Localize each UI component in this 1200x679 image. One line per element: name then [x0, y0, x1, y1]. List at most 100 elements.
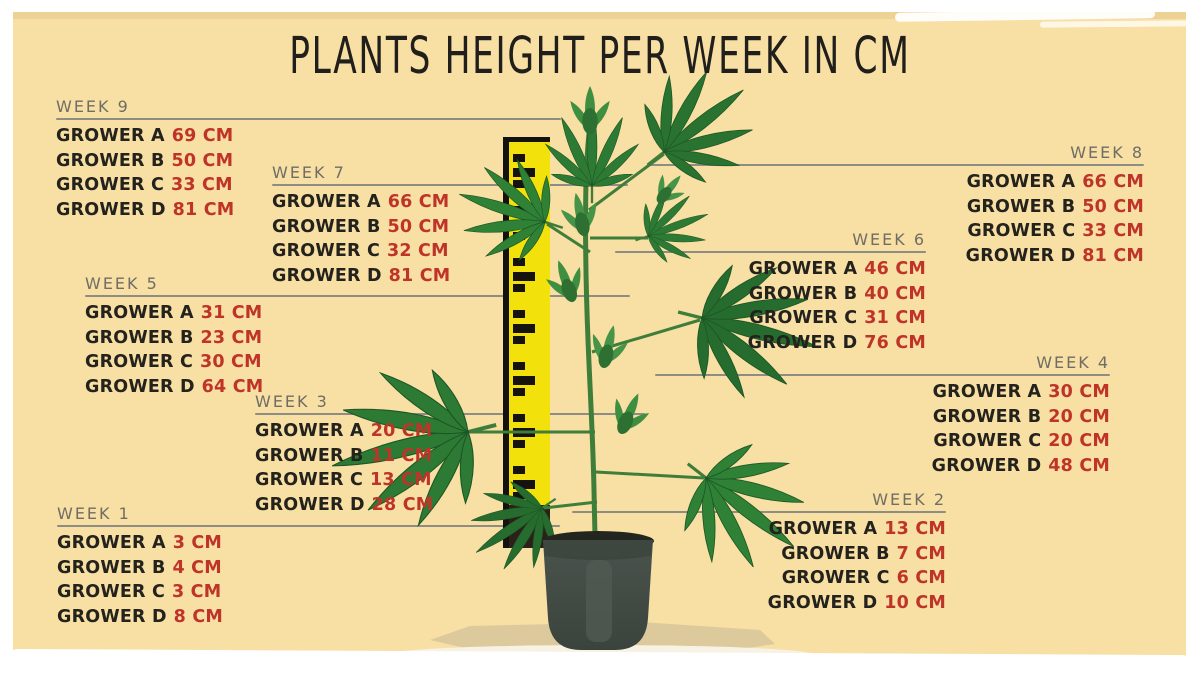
grower-name: GROWER B: [56, 150, 165, 171]
height-value: 20 CM: [370, 421, 433, 441]
grower-row: GROWER D 28 CM: [255, 493, 433, 518]
grower-name: GROWER B: [748, 283, 858, 304]
grower-row: GROWER B 50 CM: [56, 149, 234, 174]
height-value: 13 CM: [369, 470, 432, 490]
grower-row: GROWER C 32 CM: [272, 239, 450, 264]
grower-name: GROWER A: [255, 421, 364, 441]
grower-row: GROWER C 30 CM: [85, 350, 263, 375]
grower-row: GROWER A 66 CM: [272, 190, 450, 215]
grower-name: GROWER C: [933, 431, 1042, 451]
grower-row: GROWER B 23 CM: [85, 326, 263, 351]
height-value: 48 CM: [1048, 455, 1110, 476]
week-label: WEEK 4: [1036, 353, 1110, 372]
grower-name: GROWER B: [85, 327, 194, 348]
grower-row: GROWER A 30 CM: [932, 380, 1110, 405]
height-value: 11 CM: [370, 445, 433, 466]
grower-name: GROWER C: [967, 221, 1076, 241]
grower-name: GROWER B: [781, 543, 890, 564]
grower-row: GROWER B 7 CM: [768, 542, 946, 567]
height-value: 66 CM: [1082, 172, 1144, 192]
week-1-callout: WEEK 1 GROWER A 3 CM GROWER B 4 CM GROWER …: [57, 504, 223, 629]
height-value: 46 CM: [864, 259, 926, 279]
grower-row: GROWER A 46 CM: [748, 257, 926, 282]
height-value: 32 CM: [386, 241, 449, 261]
week-1-leader-line: [57, 525, 560, 527]
height-value: 30 CM: [199, 352, 262, 372]
height-value: 31 CM: [200, 303, 263, 323]
grower-row: GROWER A 3 CM: [57, 531, 223, 556]
grower-row: GROWER B 4 CM: [57, 556, 223, 581]
week-8-callout: WEEK 8 GROWER A 66 CM GROWER B 50 CM GROWE…: [966, 143, 1144, 268]
grower-name: GROWER D: [767, 592, 878, 613]
grower-name: GROWER A: [966, 172, 1076, 192]
grower-row: GROWER B 50 CM: [272, 215, 450, 240]
grower-name: GROWER D: [57, 606, 167, 627]
height-value: 30 CM: [1048, 382, 1110, 402]
week-label: WEEK 7: [272, 163, 346, 182]
grower-row: GROWER A 69 CM: [56, 124, 234, 149]
height-value: 76 CM: [864, 332, 926, 353]
week-2-callout: WEEK 2 GROWER A 13 CM GROWER B 7 CM GROWER…: [768, 490, 946, 615]
grower-name: GROWER C: [56, 175, 164, 195]
height-value: 23 CM: [200, 327, 263, 348]
height-value: 20 CM: [1048, 431, 1110, 451]
height-value: 69 CM: [171, 126, 234, 146]
grower-row: GROWER C 33 CM: [56, 173, 234, 198]
grower-name: GROWER A: [57, 533, 166, 553]
grower-row: GROWER A 13 CM: [768, 517, 946, 542]
grower-name: GROWER B: [966, 196, 1076, 217]
grower-name: GROWER A: [768, 519, 878, 539]
week-4-callout: WEEK 4 GROWER A 30 CM GROWER B 20 CM GROWE…: [932, 353, 1110, 478]
height-value: 81 CM: [172, 199, 235, 220]
grower-row: GROWER C 33 CM: [966, 219, 1144, 244]
grower-name: GROWER A: [56, 126, 165, 146]
grower-name: GROWER C: [255, 470, 363, 490]
week-9-leader-line: [56, 118, 561, 120]
grower-name: GROWER D: [272, 265, 382, 286]
grower-row: GROWER B 20 CM: [932, 405, 1110, 430]
top-edge-shade: [13, 12, 1186, 19]
grower-name: GROWER D: [747, 332, 858, 353]
height-value: 28 CM: [371, 494, 434, 515]
grower-row: GROWER A 20 CM: [255, 419, 433, 444]
grower-name: GROWER B: [932, 406, 1042, 427]
week-4-leader-line: [655, 374, 1110, 376]
grower-name: GROWER B: [57, 557, 166, 578]
grower-name: GROWER C: [781, 568, 890, 588]
grower-row: GROWER B 11 CM: [255, 444, 433, 469]
grower-row: GROWER D 81 CM: [56, 198, 234, 223]
height-value: 20 CM: [1048, 406, 1110, 427]
week-label: WEEK 3: [255, 392, 329, 411]
grower-name: GROWER A: [272, 192, 381, 212]
grower-name: GROWER D: [56, 199, 166, 220]
grower-row: GROWER D 48 CM: [932, 454, 1110, 479]
height-value: 66 CM: [387, 192, 450, 212]
grower-row: GROWER B 50 CM: [966, 195, 1144, 220]
week-3-callout: WEEK 3 GROWER A 20 CM GROWER B 11 CM GROWE…: [255, 392, 433, 517]
height-value: 50 CM: [387, 216, 450, 237]
week-5-leader-line: [85, 295, 630, 297]
grower-row: GROWER C 31 CM: [748, 306, 926, 331]
grower-name: GROWER A: [85, 303, 194, 323]
grower-row: GROWER D 76 CM: [748, 331, 926, 356]
week-label: WEEK 5: [85, 274, 159, 293]
height-value: 4 CM: [172, 557, 222, 578]
grower-name: GROWER C: [85, 352, 193, 372]
height-value: 8 CM: [173, 606, 223, 627]
height-value: 7 CM: [896, 543, 946, 564]
grower-name: GROWER C: [57, 582, 165, 602]
height-value: 3 CM: [171, 582, 222, 602]
grower-row: GROWER D 8 CM: [57, 605, 223, 630]
grower-name: GROWER D: [965, 245, 1076, 266]
grower-name: GROWER D: [931, 455, 1042, 476]
height-value: 13 CM: [884, 519, 946, 539]
height-value: 33 CM: [1082, 221, 1144, 241]
grower-row: GROWER D 10 CM: [768, 591, 946, 616]
ruler-base: [503, 505, 550, 548]
height-value: 10 CM: [884, 592, 946, 613]
height-value: 81 CM: [1082, 245, 1144, 266]
grower-name: GROWER C: [749, 308, 858, 328]
grower-name: GROWER B: [272, 216, 381, 237]
grower-row: GROWER D 64 CM: [85, 375, 263, 400]
